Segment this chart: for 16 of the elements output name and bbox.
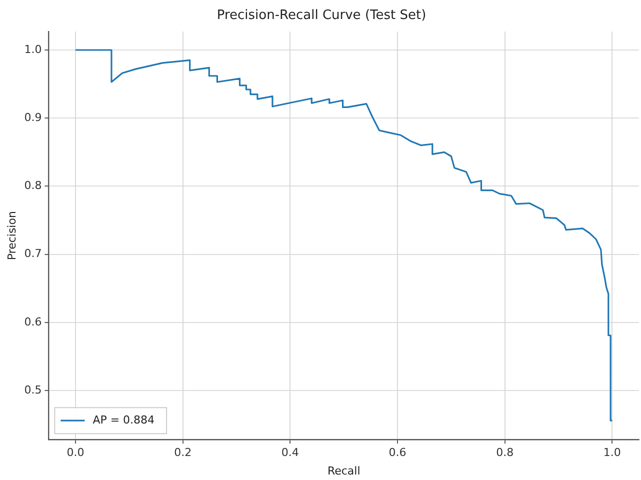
x-tick-label: 0.4: [281, 446, 299, 460]
y-axis-title: Precision: [5, 211, 18, 260]
y-tick-label: 0.9: [24, 110, 42, 124]
y-tick-label: 0.5: [24, 383, 42, 396]
x-axis-title: Recall: [327, 464, 360, 478]
x-tick-label: 0.0: [66, 446, 84, 460]
x-tick-label: 1.0: [603, 446, 621, 460]
y-tick-label: 1.0: [24, 42, 42, 56]
y-tick-label: 0.7: [24, 247, 42, 260]
legend-label: AP = 0.884: [92, 413, 155, 426]
y-tick-label: 0.8: [24, 179, 42, 192]
x-tick-label: 0.8: [496, 446, 514, 460]
x-tick-label: 0.6: [388, 446, 406, 460]
x-tick-label: 0.2: [174, 446, 192, 460]
y-tick-label: 0.6: [24, 315, 42, 328]
chart-title: Precision-Recall Curve (Test Set): [216, 8, 426, 24]
